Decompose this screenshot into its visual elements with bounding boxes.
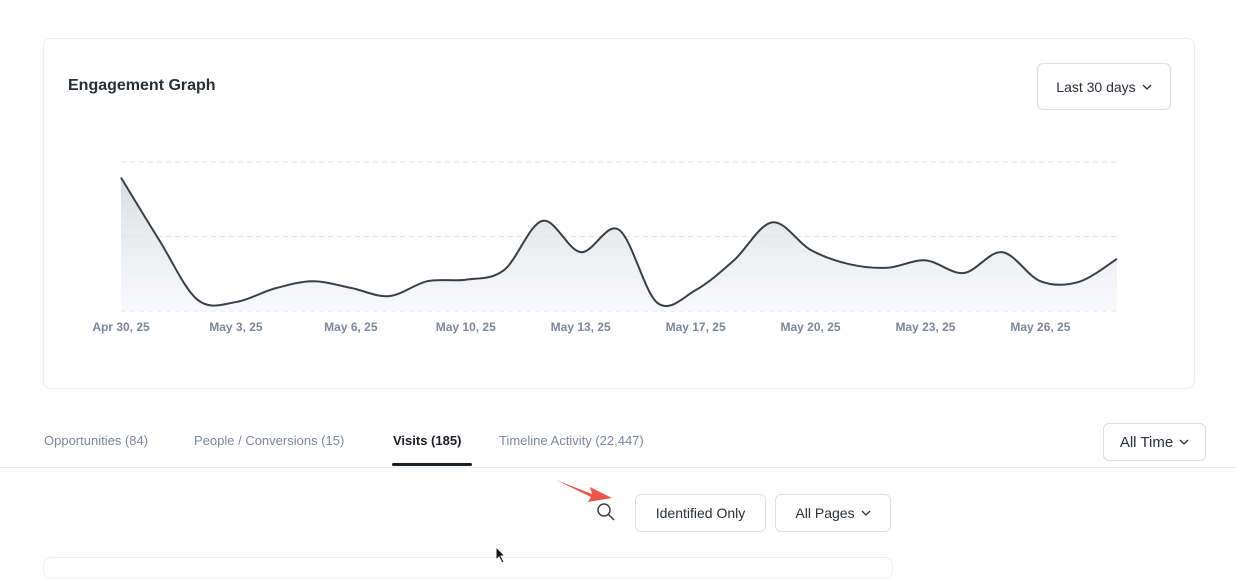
tab[interactable]: Visits (185) [393,433,462,448]
pages-label: All Pages [795,505,855,521]
cursor [495,546,507,564]
tab[interactable]: People / Conversions (15) [194,433,345,448]
x-tick-label: May 3, 25 [209,320,263,334]
pointer-arrow [556,480,612,502]
x-tick-label: May 6, 25 [324,320,378,334]
range-label: Last 30 days [1056,78,1136,95]
x-tick-label: May 10, 25 [436,320,496,334]
active-tab-underline [392,463,472,466]
x-tick-label: Apr 30, 25 [92,320,150,334]
area [121,177,1117,311]
chevron [1179,439,1189,445]
x-tick-label: May 26, 25 [1010,320,1070,334]
tab[interactable]: Opportunities (84) [44,433,149,448]
x-tick-label: May 13, 25 [551,320,611,334]
range-dropdown[interactable]: Last 30 days [1037,63,1171,110]
x-tick-label: May 20, 25 [781,320,841,334]
identified-label: Identified Only [655,505,746,521]
time-filter[interactable]: All Time [1103,423,1206,461]
tabs-divider [0,467,1236,468]
x-tick-label: May 17, 25 [666,320,726,334]
x-tick-label: May 23, 25 [895,320,955,334]
tab[interactable]: Timeline Activity (22,447) [499,433,644,448]
line [120,177,1118,308]
pages-filter[interactable]: All Pages [775,494,891,532]
search-area [556,480,615,521]
engagement-chart: Apr 30, 25 May 3, 25 May 6, 25 May 10, 25 Ma… [92,161,1118,334]
chevron [1142,84,1152,90]
graph-card [43,38,1195,389]
identified-filter[interactable]: Identified Only [635,494,766,532]
graph-title: Engagement Graph [68,77,216,94]
search-icon[interactable] [597,503,615,521]
chevron [861,510,871,516]
time-filter-label: All Time [1119,433,1174,451]
results-card [43,557,893,579]
